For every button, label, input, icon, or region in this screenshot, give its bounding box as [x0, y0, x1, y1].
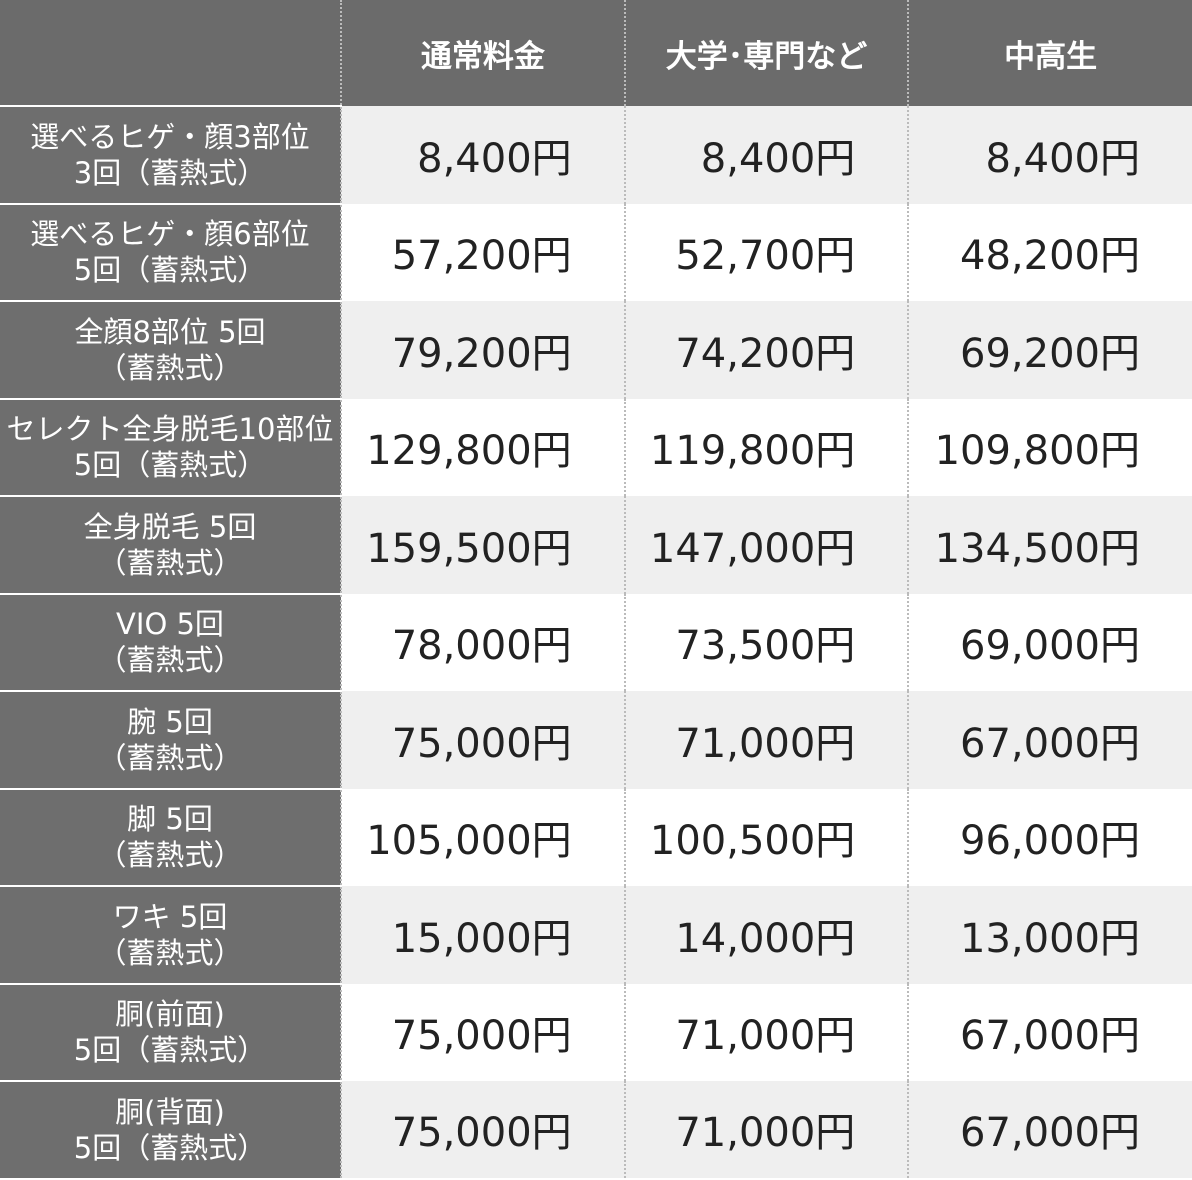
price-cell: 67,000円 — [907, 691, 1192, 789]
row-label-line: 腕 5回 — [127, 704, 213, 739]
price-cell: 8,400円 — [907, 106, 1192, 204]
price-cell: 8,400円 — [340, 106, 625, 204]
price-cell: 159,500円 — [340, 496, 625, 594]
price-cell: 78,000円 — [340, 593, 625, 691]
row-label-line: （蓄熱式） — [97, 838, 243, 873]
table-row: 全身脱毛 5回 （蓄熱式） 159,500円 147,000円 134,500円 — [0, 495, 1192, 594]
price-cell: 75,000円 — [340, 1081, 625, 1178]
price-cell: 15,000円 — [340, 886, 625, 984]
price-cell: 96,000円 — [907, 788, 1192, 886]
column-header: 通常料金 — [340, 0, 625, 106]
price-cell: 8,400円 — [623, 106, 909, 204]
row-label-line: 全身脱毛 5回 — [83, 509, 257, 544]
price-cell: 129,800円 — [340, 398, 625, 496]
price-cell: 52,700円 — [623, 203, 909, 301]
row-label-line: 全顔8部位 5回 — [74, 314, 266, 349]
price-cell: 48,200円 — [907, 203, 1192, 301]
row-label-line: ワキ 5回 — [112, 899, 228, 934]
price-cell: 100,500円 — [623, 788, 909, 886]
table-row: 胴(背面) 5回（蓄熱式） 75,000円 71,000円 67,000円 — [0, 1080, 1192, 1178]
table-row: 腕 5回 （蓄熱式） 75,000円 71,000円 67,000円 — [0, 690, 1192, 789]
price-cell: 69,000円 — [907, 593, 1192, 691]
table-row: ワキ 5回 （蓄熱式） 15,000円 14,000円 13,000円 — [0, 885, 1192, 984]
row-label-line: 選べるヒゲ・顔3部位 — [30, 119, 310, 154]
row-label-line: （蓄熱式） — [97, 545, 243, 580]
column-header: 大学･専門など — [623, 0, 909, 106]
row-label-line: セレクト全身脱毛10部位 — [6, 412, 334, 447]
price-cell: 67,000円 — [907, 1081, 1192, 1178]
row-label-line: 3回（蓄熱式） — [73, 155, 267, 190]
row-label: ワキ 5回 （蓄熱式） — [0, 885, 341, 984]
price-cell: 119,800円 — [623, 398, 909, 496]
row-label: 選べるヒゲ・顔6部位 5回（蓄熱式） — [0, 202, 341, 301]
price-cell: 69,200円 — [907, 301, 1192, 399]
row-label-line: 5回（蓄熱式） — [73, 1033, 267, 1068]
table-row: 全顔8部位 5回 （蓄熱式） 79,200円 74,200円 69,200円 — [0, 300, 1192, 399]
row-label-line: （蓄熱式） — [97, 740, 243, 775]
row-label: 全顔8部位 5回 （蓄熱式） — [0, 300, 341, 399]
corner-cell — [0, 0, 341, 106]
table-row: 選べるヒゲ・顔3部位 3回（蓄熱式） 8,400円 8,400円 8,400円 — [0, 105, 1192, 204]
row-label: 胴(背面) 5回（蓄熱式） — [0, 1080, 341, 1178]
price-cell: 75,000円 — [340, 983, 625, 1081]
row-label: 脚 5回 （蓄熱式） — [0, 787, 341, 886]
table-row: セレクト全身脱毛10部位 5回（蓄熱式） 129,800円 119,800円 109,8… — [0, 397, 1192, 496]
price-cell: 71,000円 — [623, 691, 909, 789]
row-label-line: 5回（蓄熱式） — [73, 253, 267, 288]
table-row: 選べるヒゲ・顔6部位 5回（蓄熱式） 57,200円 52,700円 48,200円 — [0, 202, 1192, 301]
price-cell: 57,200円 — [340, 203, 625, 301]
table-body: 選べるヒゲ・顔3部位 3回（蓄熱式） 8,400円 8,400円 8,400円 選べるヒゲ… — [0, 105, 1192, 1178]
header-row: 通常料金 大学･専門など 中高生 — [0, 0, 1192, 106]
price-cell: 109,800円 — [907, 398, 1192, 496]
price-cell: 73,500円 — [623, 593, 909, 691]
price-cell: 14,000円 — [623, 886, 909, 984]
row-label-line: （蓄熱式） — [97, 350, 243, 385]
row-label: 胴(前面) 5回（蓄熱式） — [0, 982, 341, 1081]
price-cell: 79,200円 — [340, 301, 625, 399]
row-label-line: （蓄熱式） — [97, 643, 243, 678]
row-label-line: 選べるヒゲ・顔6部位 — [30, 217, 310, 252]
row-label-line: 5回（蓄熱式） — [73, 448, 267, 483]
row-label: VIO 5回 （蓄熱式） — [0, 592, 341, 691]
price-cell: 134,500円 — [907, 496, 1192, 594]
row-label-line: 胴(前面) — [115, 997, 225, 1032]
price-cell: 67,000円 — [907, 983, 1192, 1081]
row-label-line: 胴(背面) — [115, 1094, 225, 1129]
price-cell: 74,200円 — [623, 301, 909, 399]
price-cell: 75,000円 — [340, 691, 625, 789]
table-row: VIO 5回 （蓄熱式） 78,000円 73,500円 69,000円 — [0, 592, 1192, 691]
row-label: 全身脱毛 5回 （蓄熱式） — [0, 495, 341, 594]
row-label: 腕 5回 （蓄熱式） — [0, 690, 341, 789]
row-label-line: （蓄熱式） — [97, 935, 243, 970]
row-label-line: 脚 5回 — [127, 802, 213, 837]
row-label: セレクト全身脱毛10部位 5回（蓄熱式） — [0, 397, 341, 496]
row-label-line: 5回（蓄熱式） — [73, 1130, 267, 1165]
column-header: 中高生 — [907, 0, 1192, 106]
table-row: 脚 5回 （蓄熱式） 105,000円 100,500円 96,000円 — [0, 787, 1192, 886]
table-row: 胴(前面) 5回（蓄熱式） 75,000円 71,000円 67,000円 — [0, 982, 1192, 1081]
price-cell: 71,000円 — [623, 983, 909, 1081]
price-cell: 13,000円 — [907, 886, 1192, 984]
price-cell: 105,000円 — [340, 788, 625, 886]
price-cell: 147,000円 — [623, 496, 909, 594]
price-cell: 71,000円 — [623, 1081, 909, 1178]
row-label: 選べるヒゲ・顔3部位 3回（蓄熱式） — [0, 105, 341, 204]
row-label-line: VIO 5回 — [116, 607, 224, 642]
